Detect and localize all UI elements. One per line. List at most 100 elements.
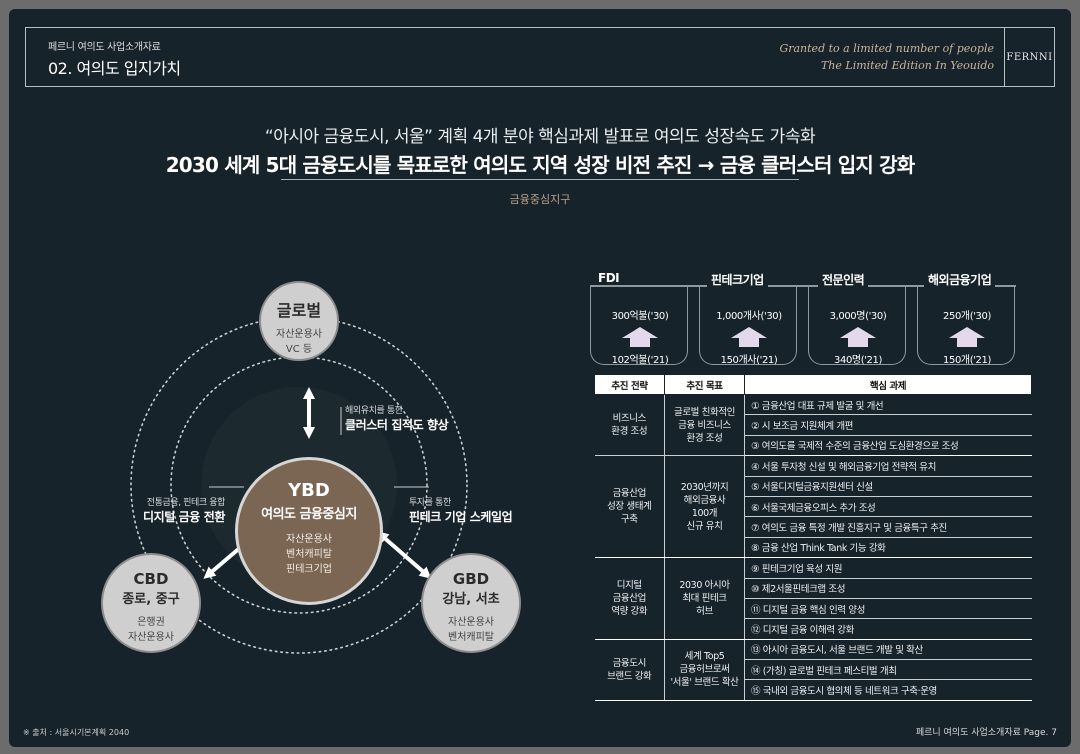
node-global: 글로벌 자산운용사 VC 등 (259, 281, 339, 361)
task-cell: ⑧ 금융 산업 Think Tank 기능 강화 (744, 537, 1032, 559)
task-cell: ③ 여의도를 국제적 수준의 금융산업 도심환경으로 조성 (744, 435, 1032, 457)
strategy-line: 금융산업 (612, 488, 647, 500)
kpi-base: 340명('21) (834, 355, 882, 366)
script-line-2: The Limited Edition In Yeouido (820, 59, 994, 72)
node-ybd-title: YBD (288, 480, 330, 501)
goal-line: 글로벌 친화적인 (674, 406, 735, 418)
goal-line: 해외금융사 (683, 494, 726, 506)
table-header-row: 추진 전략 추진 목표 핵심 과제 (594, 374, 1032, 395)
header-box: 페르니 여의도 사업소개자료 02. 여의도 입지가치 Granted to a… (25, 27, 1055, 87)
strategy-line: 금융산업 (612, 592, 647, 604)
link-right-bold: 핀테크 기업 스케일업 (409, 510, 513, 524)
link-left-bold: 디지털 금융 전환 (142, 510, 225, 524)
up-arrow-icon (949, 327, 985, 347)
strategy-line: 브랜드 강화 (607, 670, 652, 682)
slide: 페르니 여의도 사업소개자료 02. 여의도 입지가치 Granted to a… (9, 9, 1071, 747)
table-row: ② 시 보조금 지원체계 개편 (595, 414, 1032, 436)
strategy-cell: 금융산업 성장 생태계 구축 (594, 455, 665, 559)
task-cell: ④ 서울 투자청 신설 및 해외금융기업 전략적 유치 (744, 455, 1032, 477)
link-right-text: 투자를 통한 핀테크 기업 스케일업 (409, 495, 513, 525)
table-row: 디지털 금융산업 역량 강화 2030 아시아 최대 핀테크 허브 ⑨ 핀테크기업 육성… (594, 557, 1032, 640)
task-cell: ⑬ 아시아 금융도시, 서울 브랜드 개발 및 확산 (744, 639, 1032, 661)
task-cell: ⑫ 디지털 금융 이해력 강화 (744, 618, 1032, 640)
cluster-diagram: 글로벌 자산운용사 VC 등 YBD 여의도 금융중심지 자산운용사 벤처캐피탈… (101, 277, 529, 677)
link-top-bold: 클러스터 집적도 향상 (345, 418, 449, 432)
node-cbd-title: CBD (133, 570, 169, 588)
goal-line: 2030년까지 (680, 481, 729, 493)
kpi-target: 300억불('30) (611, 311, 669, 322)
goal-cell: 2030 아시아 최대 핀테크 허브 (664, 557, 745, 640)
table-row: 비즈니스 환경 조성 글로벌 친화적인 금융 비즈니스 환경 조성 ① 금융산업 대표… (594, 394, 1032, 457)
task-cell: ⑨ 핀테크기업 육성 지원 (744, 557, 1032, 579)
headline-quote: “아시아 금융도시, 서울” 계획 4개 분야 핵심과제 발표로 여의도 성장속… (264, 127, 816, 147)
table-row: ⑮ 국내외 금융도시 협의체 등 네트워크 구축·운영 (595, 679, 1032, 701)
table-row: 금융산업 성장 생태계 구축 2030년까지 해외금융사 100개 신규 유치 ④ 서울 … (594, 455, 1032, 559)
link-top-small: 해외유치를 통한 (345, 406, 403, 416)
script-line-1: Granted to a limited number of people (779, 42, 994, 55)
node-global-title: 글로벌 (276, 301, 322, 320)
node-ybd-line3: 핀테크기업 (286, 564, 332, 575)
node-gbd: GBD 강남, 서초 자산운용사 벤처캐피탈 (421, 553, 521, 653)
headline-divider (281, 179, 799, 180)
table-header: 핵심 과제 (744, 374, 1032, 395)
strategy-table: 추진 전략 추진 목표 핵심 과제 비즈니스 환경 조성 글로벌 친화적인 금융 비… (594, 374, 1032, 701)
goal-line: 신규 유치 (686, 520, 723, 532)
goal-line: 환경 조성 (686, 432, 723, 444)
node-gbd-line1: 자산운용사 (448, 617, 494, 628)
link-left-small: 전통금융, 핀테크 융합 (146, 498, 226, 508)
table-row: ⑭ (가칭) 글로벌 핀테크 페스티벌 개최 (595, 659, 1032, 681)
header-subtitle: 페르니 여의도 사업소개자료 (48, 42, 161, 53)
link-top-text: 해외유치를 통한 클러스터 집적도 향상 (345, 403, 449, 433)
script-slogan: Granted to a limited number of people Th… (779, 40, 994, 74)
node-ybd-subtitle: 여의도 금융중심지 (261, 507, 357, 522)
node-cbd-subtitle: 종로, 중구 (122, 592, 180, 607)
goal-cell: 2030년까지 해외금융사 100개 신규 유치 (664, 455, 745, 559)
table-header: 추진 전략 (594, 374, 665, 395)
up-arrow-icon (840, 327, 876, 347)
table-row: ③ 여의도를 국제적 수준의 금융산업 도심환경으로 조성 (595, 435, 1032, 457)
goal-cell: 글로벌 친화적인 금융 비즈니스 환경 조성 (664, 394, 745, 457)
node-gbd-line2: 벤처캐피탈 (448, 632, 494, 643)
headline-tag: 금융중심지구 (509, 193, 571, 206)
task-cell: ⑦ 여의도 금융 특정 개발 진흥지구 및 금융특구 추진 (744, 516, 1032, 538)
task-cell: ⑥ 서울국제금융오피스 추가 조성 (744, 496, 1032, 518)
task-cell: ⑩ 제2서울핀테크랩 조성 (744, 578, 1032, 599)
goal-line: 허브 (696, 605, 713, 617)
kpi-label: 핀테크기업 (707, 271, 768, 288)
kpi-card: 300억불('30) 102억불('21) (590, 285, 688, 366)
task-cell: ① 금융산업 대표 규제 발굴 및 개선 (744, 394, 1032, 416)
kpi-base: 150개('21) (943, 355, 991, 366)
goal-line: 금융허브로써 (679, 664, 730, 676)
link-left-text: 전통금융, 핀테크 융합 디지털 금융 전환 (113, 495, 225, 525)
goal-line: 세계 Top5 (684, 651, 725, 663)
page-number: 페르니 여의도 사업소개자료 Page. 7 (915, 728, 1057, 738)
link-right-small: 투자를 통한 (409, 498, 451, 508)
arrow-right (376, 531, 432, 579)
goal-line: 금융 비즈니스 (678, 419, 731, 431)
table-row: ⑦ 여의도 금융 특정 개발 진흥지구 및 금융특구 추진 (595, 516, 1032, 538)
kpi-target: 250개('30) (943, 311, 991, 322)
kpi-base: 150개사('21) (720, 355, 778, 366)
node-gbd-title: GBD (452, 570, 490, 588)
kpi-card: 1,000개사('30) 150개사('21) (699, 285, 797, 366)
strategy-line: 환경 조성 (611, 426, 648, 438)
strategy-line: 비즈니스 (612, 413, 647, 425)
headline-main: 2030 세계 5대 금융도시를 목표로한 여의도 지역 성장 비전 추진 → … (165, 153, 915, 177)
strategy-line: 성장 생태계 (607, 501, 652, 513)
kpi-base: 102억불('21) (611, 355, 669, 366)
kpi-target: 3,000명('30) (829, 311, 887, 322)
strategy-line: 금융도시 (612, 657, 647, 669)
task-cell: ⑮ 국내외 금융도시 협의체 등 네트워크 구축·운영 (744, 679, 1032, 701)
table-row: ⑪ 디지털 금융 핵심 인력 양성 (595, 598, 1032, 620)
strategy-cell: 디지털 금융산업 역량 강화 (594, 557, 665, 640)
strategy-cell: 비즈니스 환경 조성 (594, 394, 665, 457)
node-global-line1: 자산운용사 (276, 329, 322, 340)
node-ybd-line2: 벤처캐피탈 (286, 549, 332, 560)
table-header: 추진 목표 (664, 374, 745, 395)
kpi-label: 전문인력 (818, 271, 869, 288)
kpi-label: FDI (594, 271, 624, 285)
goal-line: 100개 (691, 507, 718, 519)
strategy-line: 역량 강화 (611, 605, 648, 617)
kpi-target: 1,000개사('30) (716, 311, 782, 322)
strategy-line: 구축 (620, 514, 638, 526)
